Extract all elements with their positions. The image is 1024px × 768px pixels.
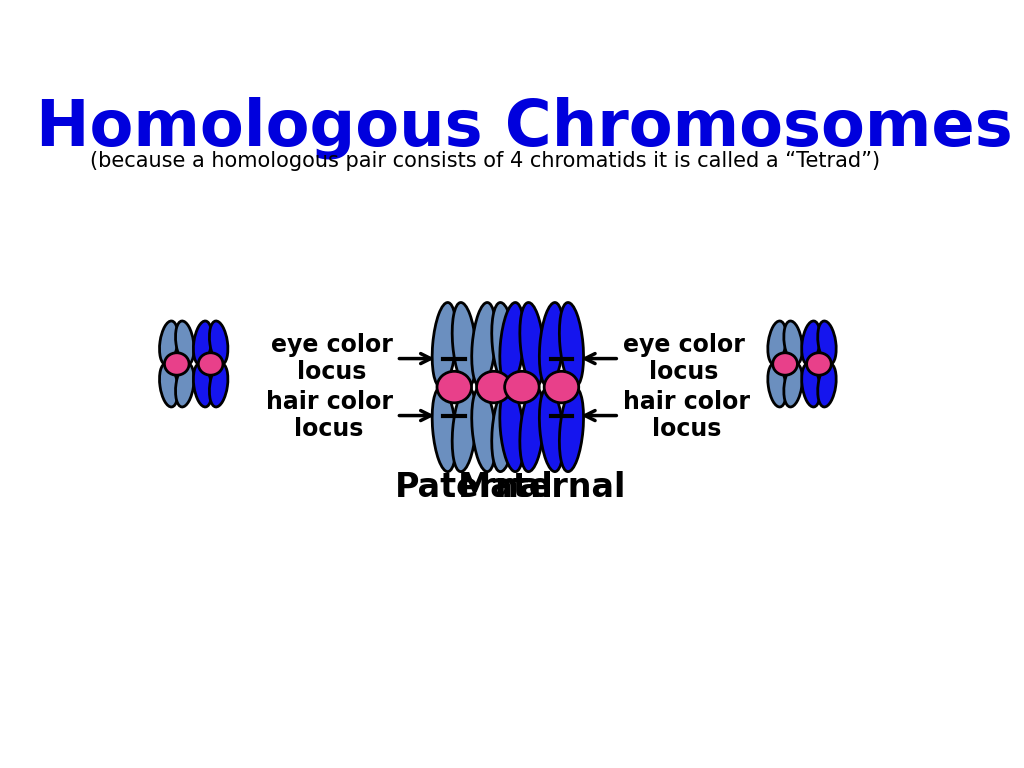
Ellipse shape (160, 321, 178, 365)
Ellipse shape (437, 371, 471, 403)
Text: Paternal: Paternal (394, 471, 553, 504)
Ellipse shape (559, 387, 584, 472)
Ellipse shape (520, 303, 544, 387)
Ellipse shape (768, 363, 786, 407)
Ellipse shape (783, 321, 803, 365)
Ellipse shape (540, 387, 563, 472)
Ellipse shape (500, 303, 524, 387)
Ellipse shape (818, 363, 837, 407)
Text: Maternal: Maternal (458, 471, 626, 504)
Text: hair color
locus: hair color locus (265, 389, 392, 442)
Ellipse shape (540, 303, 563, 387)
Ellipse shape (194, 363, 212, 407)
Ellipse shape (559, 303, 584, 387)
Ellipse shape (472, 387, 496, 472)
Ellipse shape (544, 371, 579, 403)
Text: Homologous Chromosomes: Homologous Chromosomes (37, 96, 1013, 159)
Ellipse shape (505, 371, 540, 403)
Ellipse shape (802, 363, 820, 407)
Ellipse shape (807, 353, 831, 376)
Ellipse shape (432, 303, 457, 387)
Ellipse shape (194, 321, 212, 365)
Ellipse shape (476, 371, 511, 403)
Ellipse shape (768, 321, 786, 365)
Ellipse shape (175, 363, 194, 407)
Ellipse shape (802, 321, 820, 365)
Ellipse shape (492, 303, 516, 387)
Text: eye color
locus: eye color locus (623, 333, 744, 385)
Ellipse shape (199, 353, 223, 376)
Text: (because a homologous pair consists of 4 chromatids it is called a “Tetrad”): (because a homologous pair consists of 4… (90, 151, 880, 171)
Ellipse shape (432, 387, 457, 472)
Ellipse shape (175, 321, 194, 365)
Ellipse shape (492, 387, 516, 472)
Ellipse shape (472, 303, 496, 387)
Ellipse shape (165, 353, 189, 376)
Ellipse shape (453, 303, 476, 387)
Ellipse shape (453, 387, 476, 472)
Ellipse shape (520, 387, 544, 472)
Text: hair color
locus: hair color locus (623, 389, 750, 442)
Ellipse shape (209, 363, 228, 407)
Ellipse shape (209, 321, 228, 365)
Ellipse shape (783, 363, 803, 407)
Ellipse shape (773, 353, 798, 376)
Ellipse shape (500, 387, 524, 472)
Text: eye color
locus: eye color locus (270, 333, 392, 385)
Ellipse shape (160, 363, 178, 407)
Ellipse shape (818, 321, 837, 365)
